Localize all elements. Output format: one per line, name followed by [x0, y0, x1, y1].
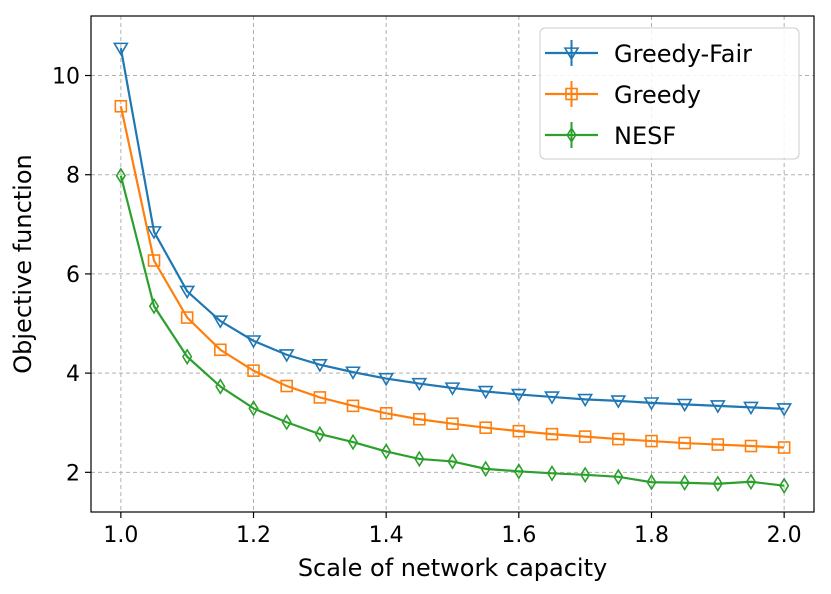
data-point-nesf	[712, 475, 723, 493]
legend-marker	[565, 87, 578, 101]
data-point-greedy	[313, 391, 327, 404]
data-point-greedy-fair	[378, 372, 395, 387]
data-point-nesf	[447, 453, 458, 470]
data-point-greedy-fair	[411, 377, 428, 392]
data-point-nesf	[281, 413, 292, 431]
x-tick-label: 2.0	[767, 523, 802, 548]
y-tick-label: 6	[66, 263, 80, 288]
data-point-greedy-fair	[444, 382, 461, 396]
data-point-nesf	[414, 450, 425, 468]
data-point-greedy	[280, 379, 293, 393]
data-point-greedy	[545, 427, 559, 441]
series-greedy-fair	[112, 42, 793, 417]
data-point-nesf	[115, 167, 126, 185]
data-point-greedy	[479, 421, 492, 434]
data-point-greedy	[247, 364, 260, 377]
x-tick-label: 1.4	[369, 523, 404, 548]
legend: Greedy-Fair Greedy NESF	[539, 27, 800, 160]
data-point-nesf	[679, 474, 690, 492]
data-point-greedy	[711, 438, 725, 451]
data-point-greedy-fair	[179, 285, 196, 300]
legend-marker	[566, 126, 577, 144]
x-tick-label: 1.8	[634, 523, 669, 548]
data-point-greedy	[147, 254, 161, 267]
data-point-nesf	[314, 425, 325, 443]
data-point-nesf	[580, 466, 591, 484]
x-tick-label: 1.0	[103, 523, 138, 548]
data-point-greedy-fair	[311, 359, 328, 373]
x-axis-label: Scale of network capacity	[298, 554, 607, 582]
data-point-greedy	[744, 439, 758, 453]
legend-item-greedy: Greedy	[545, 81, 701, 109]
series-nesf	[115, 167, 790, 495]
data-point-nesf	[646, 473, 657, 491]
series-layer	[112, 42, 793, 495]
data-point-greedy-fair	[477, 385, 494, 400]
data-point-nesf	[546, 464, 558, 482]
data-point-greedy-fair	[676, 398, 693, 413]
legend-box	[539, 27, 800, 160]
data-point-greedy-fair	[709, 400, 726, 414]
series-line-greedy	[119, 106, 785, 449]
series-line-nesf	[119, 175, 785, 487]
legend-item-greedy-fair: Greedy-Fair	[545, 40, 752, 68]
data-point-nesf	[513, 463, 524, 480]
data-point-nesf	[381, 443, 392, 460]
y-tick-label: 8	[66, 164, 80, 189]
data-point-greedy-fair	[510, 388, 527, 403]
legend-marker	[563, 47, 580, 61]
series-greedy	[114, 99, 791, 454]
data-point-greedy-fair	[776, 403, 793, 417]
data-point-nesf	[347, 433, 359, 451]
data-point-greedy	[645, 434, 658, 448]
plot-frame	[90, 15, 815, 513]
data-point-greedy	[777, 441, 791, 454]
y-tick-label: 2	[66, 461, 80, 486]
data-point-nesf	[779, 477, 790, 495]
data-point-greedy-fair	[146, 226, 162, 240]
data-point-greedy	[114, 99, 128, 113]
legend-label: Greedy-Fair	[614, 40, 752, 68]
legend-label: Greedy	[614, 81, 701, 109]
data-point-greedy	[180, 311, 194, 324]
y-tick-label: 4	[66, 362, 80, 387]
y-axis-label: Objective function	[9, 154, 37, 373]
data-point-greedy	[413, 412, 426, 426]
data-point-greedy	[346, 399, 360, 413]
legend-item-nesf: NESF	[545, 122, 676, 150]
data-point-nesf	[148, 297, 160, 315]
data-point-greedy	[578, 430, 592, 443]
data-point-greedy-fair	[643, 397, 660, 411]
data-point-greedy-fair	[212, 315, 229, 329]
data-point-greedy	[678, 436, 691, 450]
data-point-greedy	[612, 432, 625, 446]
data-point-greedy	[379, 406, 393, 420]
data-point-nesf	[613, 468, 624, 486]
data-point-nesf	[182, 348, 193, 366]
data-point-greedy-fair	[610, 395, 627, 409]
data-point-greedy-fair	[278, 349, 295, 363]
axes: 1.0 1.2 1.4 1.6 1.8 2.0 2 4 6 8 10	[52, 65, 802, 548]
data-point-nesf	[480, 460, 491, 478]
data-point-greedy-fair	[544, 391, 560, 405]
data-point-greedy-fair	[743, 401, 759, 416]
data-point-greedy	[214, 343, 227, 357]
series-line-greedy-fair	[119, 48, 785, 410]
data-point-greedy-fair	[577, 393, 594, 408]
data-point-greedy-fair	[112, 42, 129, 56]
data-point-greedy-fair	[245, 335, 262, 349]
data-point-greedy	[512, 424, 526, 438]
data-point-greedy	[446, 417, 459, 431]
data-point-nesf	[745, 473, 757, 491]
data-point-greedy-fair	[345, 366, 361, 380]
data-point-nesf	[248, 400, 259, 417]
data-point-nesf	[215, 378, 226, 395]
x-tick-label: 1.6	[501, 523, 536, 548]
x-tick-label: 1.2	[236, 523, 271, 548]
legend-label: NESF	[614, 122, 676, 150]
y-tick-label: 10	[52, 65, 80, 90]
